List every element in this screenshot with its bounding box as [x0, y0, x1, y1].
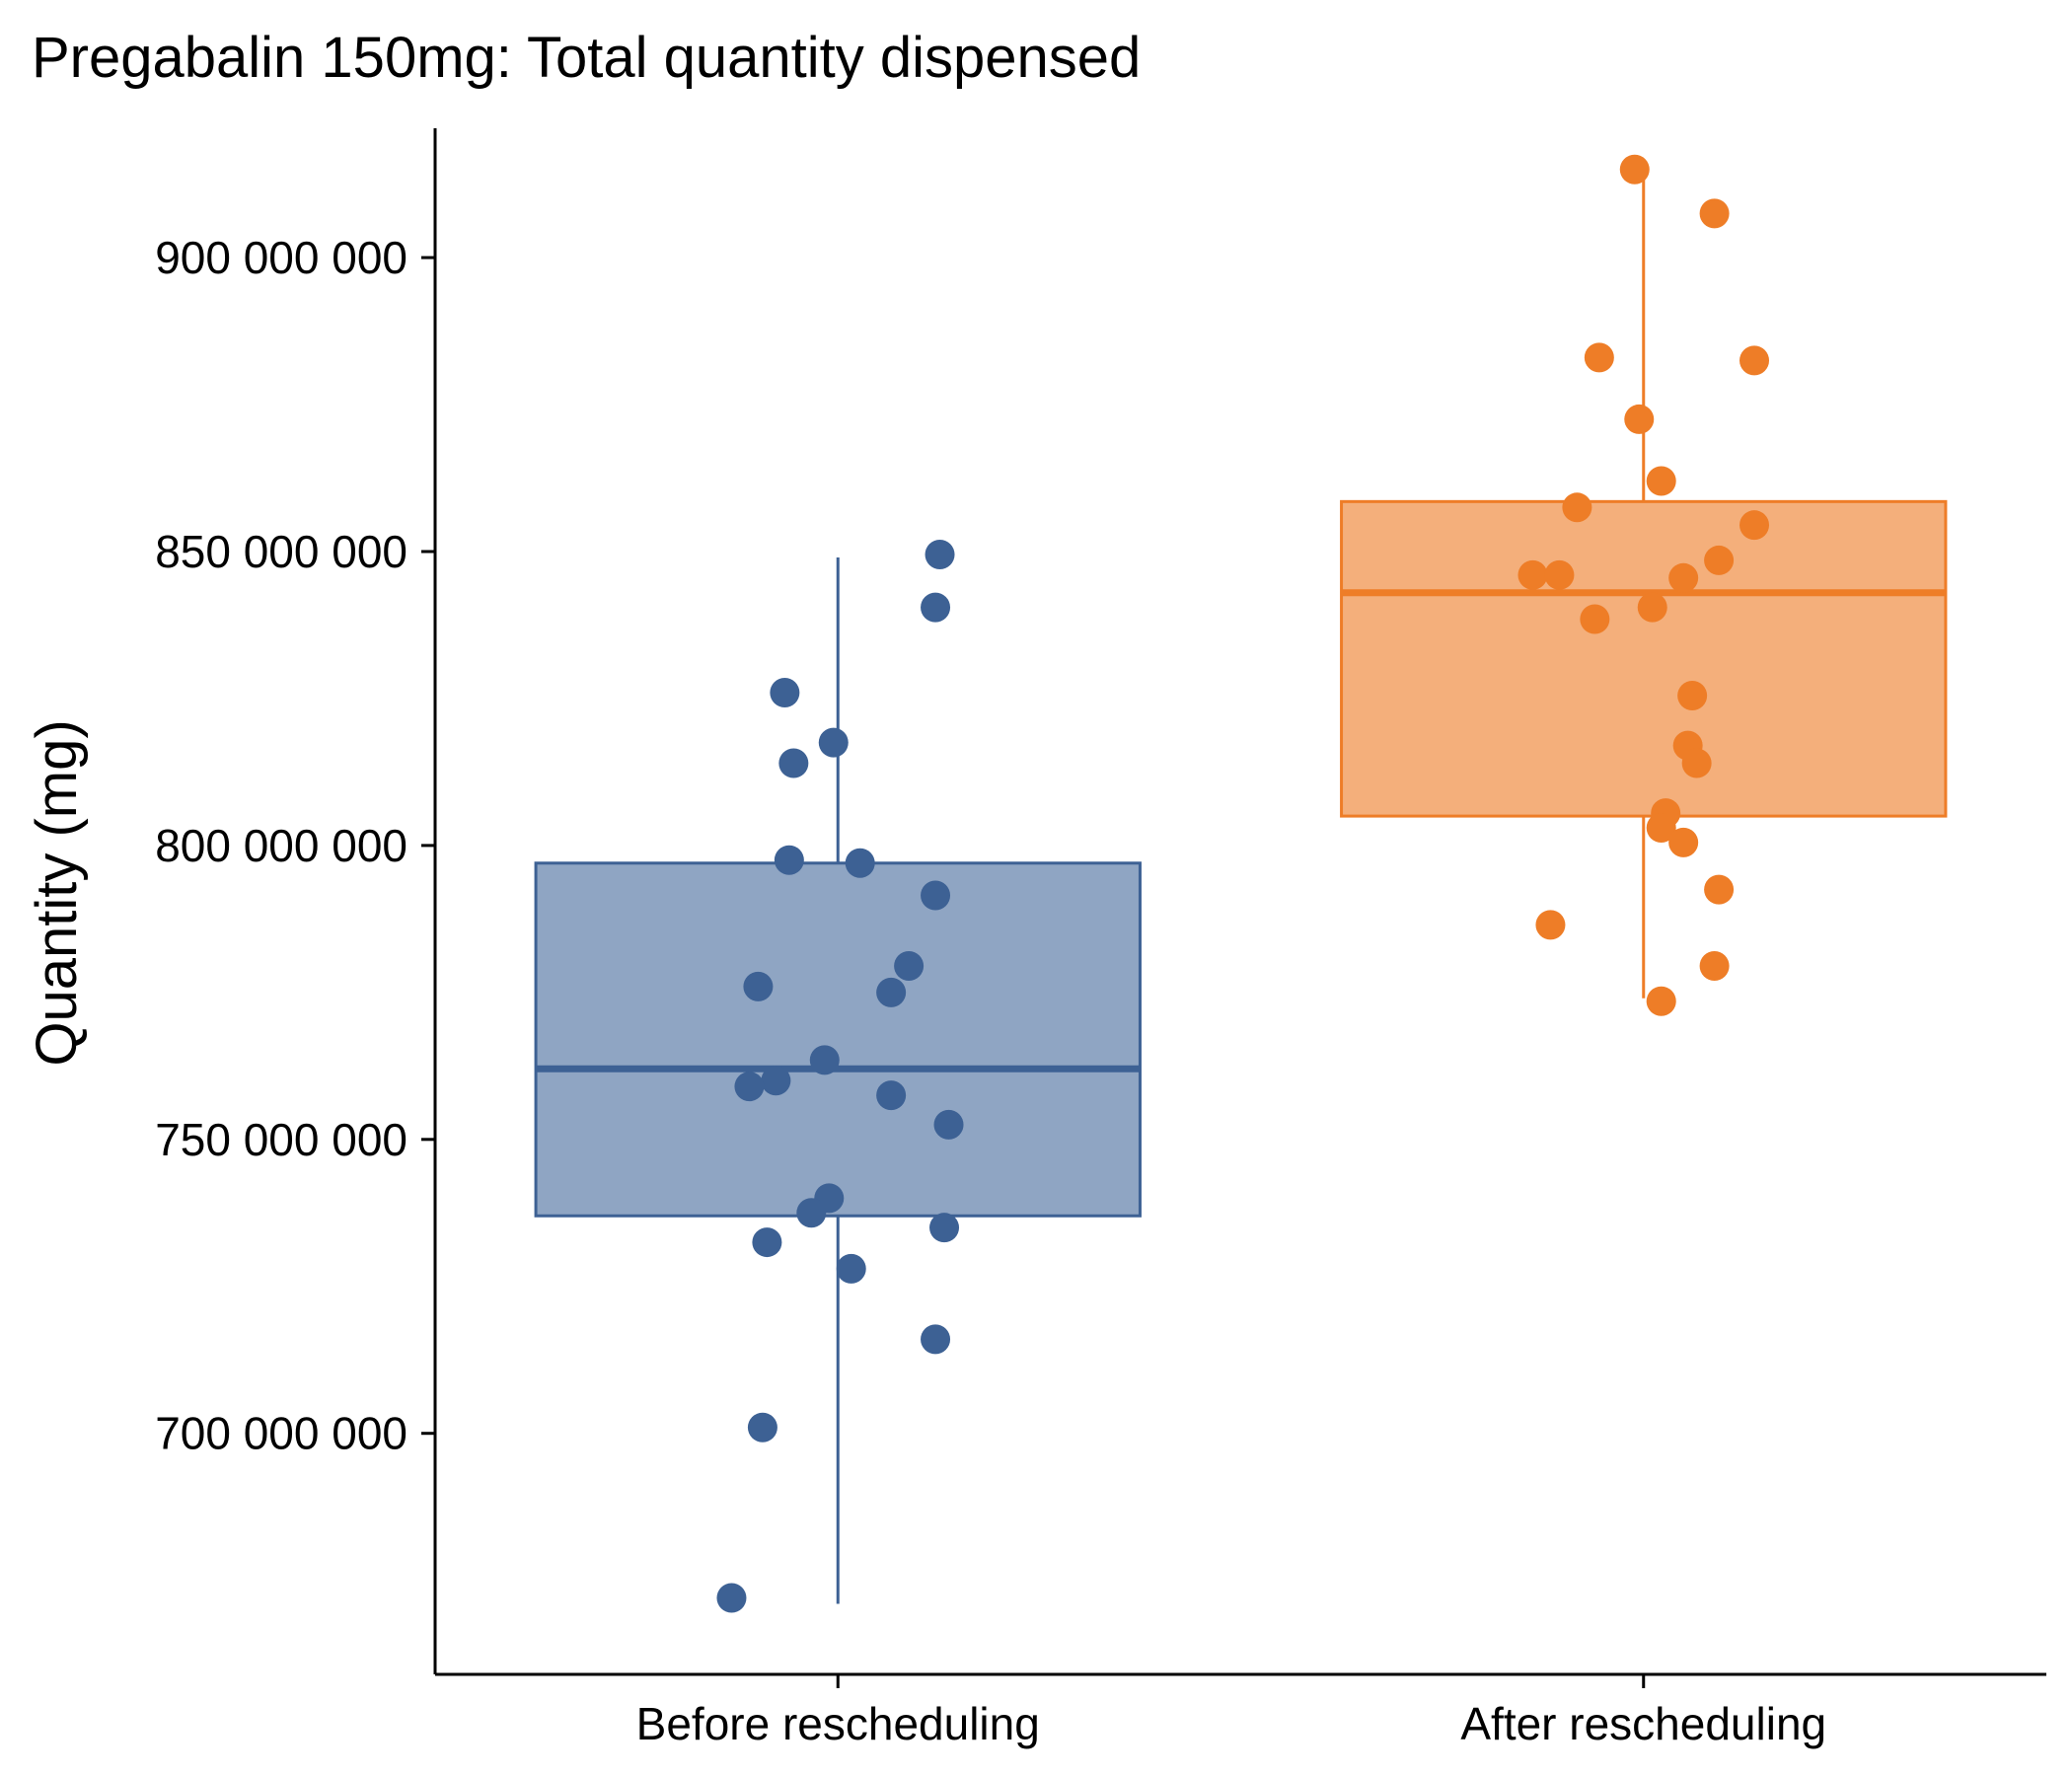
data-point — [1624, 404, 1655, 434]
data-point — [1517, 559, 1548, 590]
x-axis-ticks: Before rescheduling After rescheduling — [636, 1674, 1826, 1749]
box-iqr — [1340, 499, 1948, 818]
data-point — [1646, 986, 1676, 1016]
data-point — [818, 727, 849, 758]
data-point — [743, 971, 774, 1001]
x-tick-label: Before rescheduling — [636, 1698, 1040, 1749]
data-point — [1584, 342, 1614, 373]
data-point — [796, 1198, 827, 1228]
data-point — [894, 951, 925, 982]
data-point — [929, 1213, 960, 1243]
y-tick-label: 850 000 000 — [155, 526, 407, 577]
data-point — [1699, 198, 1730, 229]
y-axis-ticks: 700 000 000 750 000 000 800 000 000 850 000… — [155, 232, 435, 1459]
data-point — [1637, 592, 1667, 623]
data-point — [774, 845, 804, 875]
data-point — [752, 1227, 782, 1258]
y-tick-label: 700 000 000 — [155, 1408, 407, 1459]
data-point — [1562, 492, 1592, 523]
data-point — [747, 1412, 777, 1443]
data-point — [761, 1066, 791, 1096]
box-group-before — [534, 539, 1142, 1613]
box-group-after — [1340, 154, 1948, 1016]
data-point — [1668, 827, 1699, 857]
box-iqr — [534, 861, 1142, 1218]
chart-title: Pregabalin 150mg: Total quantity dispens… — [32, 26, 1141, 90]
data-point — [1739, 345, 1770, 376]
data-point — [921, 880, 951, 911]
data-point — [845, 848, 875, 878]
data-point — [1681, 748, 1712, 778]
data-point — [921, 1324, 951, 1355]
data-point — [1580, 604, 1610, 634]
data-point — [1739, 510, 1770, 541]
y-tick-label: 750 000 000 — [155, 1114, 407, 1165]
y-tick-label: 900 000 000 — [155, 232, 407, 283]
data-point — [1544, 559, 1575, 590]
x-tick-label: After rescheduling — [1460, 1698, 1826, 1749]
data-point — [1704, 545, 1735, 575]
y-axis-label: Quantity (mg) — [25, 719, 89, 1066]
data-point — [876, 1080, 907, 1111]
data-point — [1699, 951, 1730, 982]
data-point — [1704, 874, 1735, 905]
data-point — [1646, 813, 1676, 844]
data-point — [1677, 680, 1708, 710]
data-point — [1535, 910, 1566, 940]
data-point — [734, 1072, 765, 1102]
data-point — [1668, 562, 1699, 593]
data-point — [716, 1583, 747, 1613]
data-point — [921, 592, 951, 623]
data-point — [876, 977, 907, 1007]
y-tick-label: 800 000 000 — [155, 820, 407, 871]
data-point — [925, 539, 955, 569]
data-point — [770, 677, 800, 707]
data-point — [1619, 154, 1650, 185]
data-point — [836, 1253, 866, 1284]
data-point — [809, 1045, 840, 1075]
data-point — [1646, 466, 1676, 496]
data-point — [778, 748, 809, 778]
box-groups — [534, 154, 1948, 1613]
data-point — [933, 1109, 964, 1140]
